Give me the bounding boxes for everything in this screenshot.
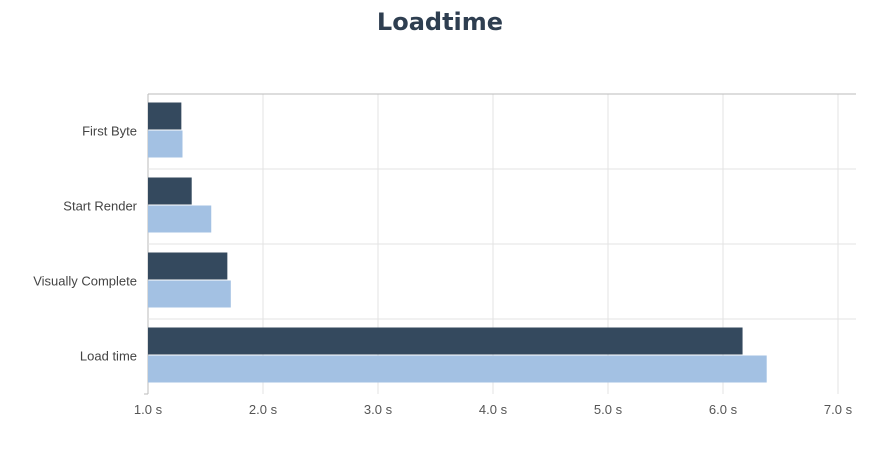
bar-layer [148,102,767,383]
category-label: First Byte [82,124,137,139]
bar-series-2 [148,130,183,158]
bar-series-2 [148,280,231,308]
x-tick-label: 6.0 s [709,402,738,417]
x-tick-label: 7.0 s [824,402,853,417]
chart-title: Loadtime [376,8,504,36]
label-layer: 1.0 s 2.0 s 3.0 s 4.0 s 5.0 s 6.0 s 7.0 s First… [33,124,852,418]
x-tick-label: 3.0 s [364,402,393,417]
bar-series-1 [148,327,743,355]
x-tick-label: 5.0 s [594,402,623,417]
bar-series-1 [148,252,228,280]
category-label: Visually Complete [33,274,137,289]
bar-series-1 [148,177,192,205]
x-tick-label: 2.0 s [249,402,278,417]
bar-series-2 [148,355,767,383]
grid-layer [144,93,856,395]
category-label: Start Render [63,199,137,214]
x-tick-label: 4.0 s [479,402,508,417]
bar-series-2 [148,205,212,233]
bar-series-1 [148,102,182,130]
category-label: Load time [80,349,137,364]
x-tick-label: 1.0 s [134,402,163,417]
